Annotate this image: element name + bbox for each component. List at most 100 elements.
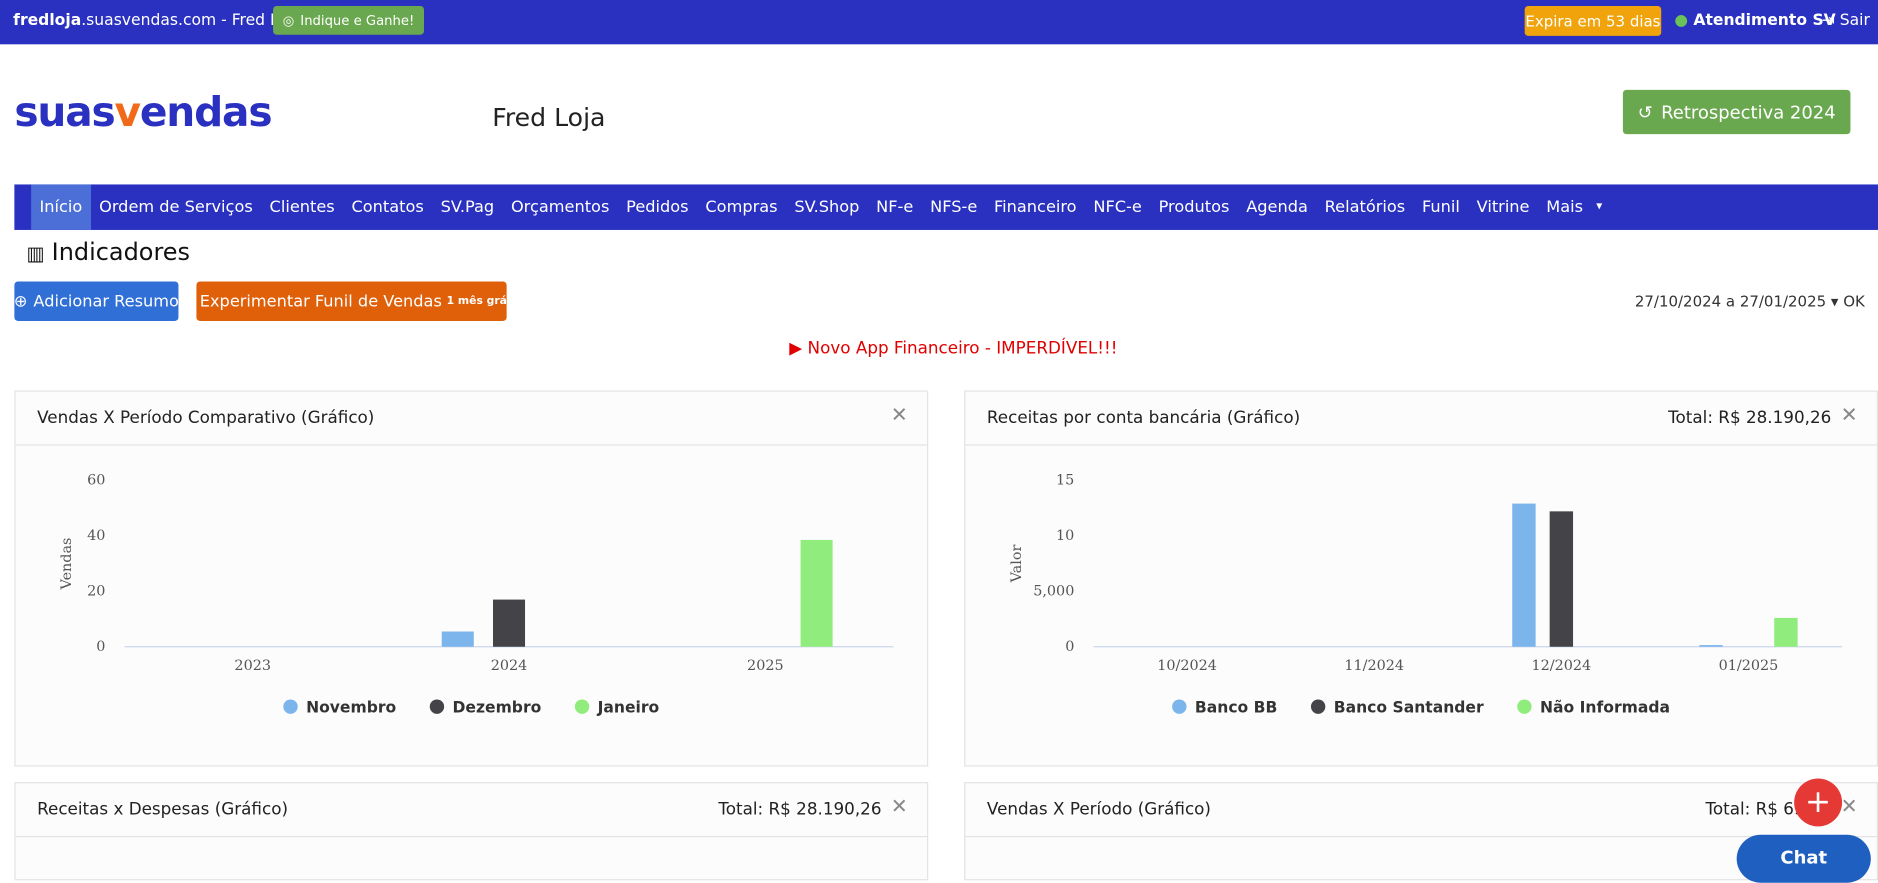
- funnel-label: Experimentar Funil de Vendas: [199, 291, 442, 311]
- legend-marker: [429, 699, 445, 714]
- close-button[interactable]: ✕: [1840, 403, 1858, 428]
- expiry-badge[interactable]: Expira em 53 dias: [1524, 5, 1662, 36]
- support-label: Atendimento SV: [1693, 11, 1836, 30]
- page-title-text: Indicadores: [51, 237, 191, 266]
- chart-panel: Receitas por conta bancária (Gráfico) Tot…: [964, 390, 1878, 767]
- legend-label: Banco Santander: [1334, 698, 1484, 716]
- y-tick-label: 40: [87, 528, 105, 544]
- panel-header: Vendas X Período (Gráfico) Total: R$ 69.9…: [965, 783, 1877, 838]
- legend-marker: [283, 699, 298, 714]
- fab-add[interactable]: +: [1794, 778, 1843, 827]
- y-tick-label: 0: [96, 639, 105, 655]
- nav-item[interactable]: Mais: [1546, 197, 1584, 217]
- legend-label: Não Informada: [1540, 698, 1670, 716]
- chart: Valor 0 5,000 10 15 10/2024 11/2024 12/2024 01/2…: [1009, 472, 1843, 716]
- y-tick-label: 10: [1056, 528, 1074, 544]
- date-range[interactable]: 27/10/2024 a 27/01/2025 ▾: [1634, 292, 1839, 311]
- youtube-icon: ▶: [789, 338, 803, 359]
- nav-item[interactable]: Orçamentos: [510, 197, 610, 217]
- refer-button[interactable]: ◎ Indique e Ganhe!: [273, 5, 424, 35]
- y-axis-title: Vendas: [59, 538, 75, 591]
- whatsapp-icon: ◎: [282, 12, 295, 29]
- x-tick-label: 2023: [234, 658, 271, 674]
- bar: [1512, 503, 1536, 647]
- bar: [1549, 511, 1574, 647]
- funnel-button[interactable]: ⏷ Experimentar Funil de Vendas 1 mês gráti…: [181, 281, 522, 321]
- panel-total: Total: R$ 28.190,26: [718, 800, 882, 820]
- y-tick-label: 5,000: [1033, 583, 1074, 599]
- announcement[interactable]: ▶ Novo App Financeiro - IMPERDÍVEL!!!: [789, 339, 1117, 358]
- domain: fredloja.suasvendas.com - Fred Loja: [13, 12, 302, 30]
- help-icon: ●: [1674, 11, 1688, 30]
- legend-label: Novembro: [306, 698, 396, 716]
- logo-start: suas: [14, 88, 115, 137]
- nav-item[interactable]: Vitrine: [1476, 197, 1530, 217]
- nav-item[interactable]: Relatórios: [1324, 197, 1406, 217]
- legend-marker: [1517, 699, 1532, 714]
- nav-item[interactable]: Financeiro: [994, 197, 1077, 217]
- nav-item[interactable]: Agenda: [1246, 197, 1308, 217]
- panel-title: Vendas X Período Comparativo (Gráfico): [37, 408, 375, 428]
- panel-header: Vendas X Período Comparativo (Gráfico) ✕: [15, 392, 928, 446]
- bar: [441, 631, 474, 647]
- retro-label: Retrospectiva 2024: [1661, 101, 1836, 123]
- y-axis-title: Valor: [1009, 545, 1025, 584]
- logout-link[interactable]: ⇥ Sair: [1821, 11, 1870, 30]
- nav-item[interactable]: SV.Pag: [440, 197, 495, 217]
- panel-header: Receitas por conta bancária (Gráfico) Tot…: [965, 392, 1877, 446]
- logout-label: Sair: [1839, 11, 1870, 30]
- nav-item[interactable]: NFC-e: [1093, 197, 1142, 217]
- close-button[interactable]: ✕: [890, 403, 908, 428]
- bar: [1774, 617, 1798, 647]
- top-bar: fredloja.suasvendas.com - Fred Loja ◎ Ind…: [0, 0, 1878, 45]
- store-name: Fred Loja: [492, 103, 606, 132]
- close-button[interactable]: ✕: [890, 795, 908, 820]
- panel-header: Receitas x Despesas (Gráfico) Total: R$ 2…: [15, 783, 928, 838]
- ok-button[interactable]: OK: [1843, 292, 1865, 311]
- add-summary-label: Adicionar Resumo: [33, 291, 179, 311]
- chart-icon: ▥: [26, 241, 45, 265]
- x-tick-label: 2025: [747, 658, 784, 674]
- nav-item[interactable]: Ordem de Serviços: [99, 197, 253, 217]
- panel-title: Receitas por conta bancária (Gráfico): [986, 408, 1301, 428]
- y-tick-label: 20: [87, 583, 105, 599]
- caret: ▾: [1596, 200, 1603, 214]
- add-summary-button[interactable]: ⊕ Adicionar Resumo: [14, 281, 179, 321]
- nav-item[interactable]: Contatos: [351, 197, 424, 217]
- x-tick-label: 12/2024: [1532, 658, 1592, 674]
- nav-item[interactable]: Clientes: [269, 197, 335, 217]
- nav-item[interactable]: NFS-e: [930, 197, 978, 217]
- support-link[interactable]: ● Atendimento SV: [1674, 12, 1835, 30]
- panel-title: Vendas X Período (Gráfico): [986, 800, 1211, 820]
- chart-panel: Vendas X Período Comparativo (Gráfico) ✕ …: [14, 390, 929, 767]
- chat-label: Chat: [1780, 846, 1828, 869]
- y-tick-label: 0: [1065, 639, 1074, 655]
- bar: [493, 599, 526, 647]
- nav-item[interactable]: Funil: [1421, 197, 1460, 217]
- date-range-text: 27/10/2024 a 27/01/2025: [1634, 292, 1827, 311]
- x-tick-label: 2024: [491, 658, 528, 674]
- nav-item[interactable]: Compras: [705, 197, 778, 217]
- funnel-badge: 1 mês grátis: [446, 295, 523, 308]
- chat-button[interactable]: Chat: [1736, 834, 1871, 883]
- history-icon: ↺: [1637, 101, 1653, 123]
- x-tick-label: 11/2024: [1344, 658, 1404, 674]
- legend-label: Janeiro: [597, 698, 660, 716]
- logo[interactable]: suasvendas: [14, 88, 272, 137]
- nav-item[interactable]: Início: [31, 184, 91, 230]
- panel: Receitas x Despesas (Gráfico) Total: R$ 2…: [14, 782, 929, 881]
- retro-button[interactable]: ↺ Retrospectiva 2024: [1622, 89, 1851, 135]
- nav-item[interactable]: SV.Shop: [794, 197, 860, 217]
- nav-item[interactable]: Produtos: [1158, 197, 1230, 217]
- y-tick-label: 15: [1056, 472, 1074, 488]
- close-button[interactable]: ✕: [1840, 795, 1858, 820]
- bar: [800, 539, 833, 647]
- nav-item[interactable]: Pedidos: [626, 197, 689, 217]
- legend-marker: [1310, 699, 1326, 714]
- x-tick-label: 10/2024: [1157, 658, 1217, 674]
- nav-item[interactable]: NF-e: [876, 197, 914, 217]
- legend-label: Banco BB: [1195, 698, 1278, 716]
